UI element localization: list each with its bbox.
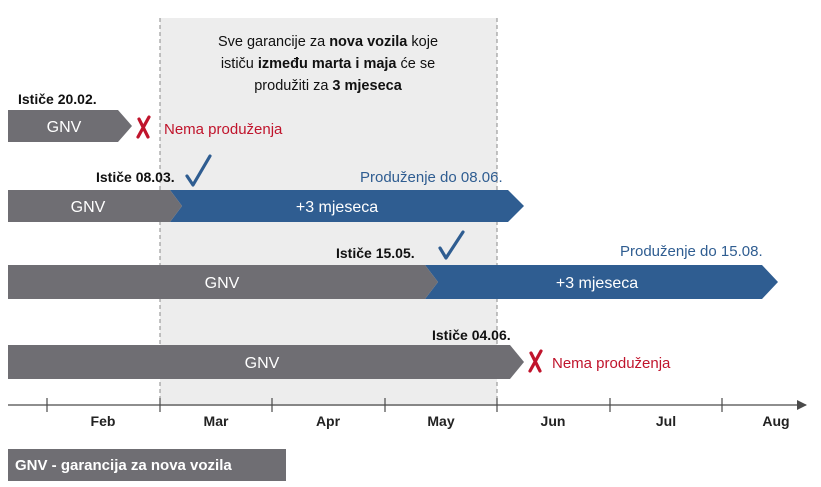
note-line1-bold: nova vozila — [329, 34, 408, 50]
gnv-label: GNV — [205, 275, 240, 292]
gnv-label: GNV — [71, 199, 106, 216]
axis-ticks — [46, 398, 723, 412]
gnv-label: GNV — [47, 119, 82, 136]
extension-bar — [170, 190, 524, 222]
legend-text: GNV - garancija za nova vozila — [15, 457, 232, 474]
red-x-icon — [136, 115, 151, 139]
note-line3-bold: 3 mjeseca — [332, 78, 402, 94]
legend-box — [8, 449, 286, 481]
gnv-label: GNV — [245, 355, 280, 372]
blue-check-icon — [185, 154, 212, 187]
red-x-icon — [528, 349, 543, 373]
outcome-text: Nema produženja — [552, 355, 671, 372]
note-line2-bold: između marta i maja — [258, 56, 398, 72]
extension-label: +3 mjeseca — [296, 199, 378, 216]
month-label: May — [427, 413, 454, 429]
expiry-label: Ističe 20.02. — [18, 91, 97, 107]
time-axis: Feb Mar Apr May Jun Jul Aug — [8, 398, 807, 429]
expiry-label: Ističe 08.03. — [96, 169, 175, 185]
legend: GNV - garancija za nova vozila — [8, 449, 286, 481]
note-line1-post: koje — [407, 34, 438, 50]
row-1: Ističe 20.02. GNV Nema produženja — [8, 91, 283, 142]
gnv-bar — [8, 345, 524, 379]
extension-note: Sve garancije za nova vozila koje ističu… — [218, 34, 438, 94]
expiry-label: Ističe 15.05. — [336, 245, 415, 261]
outcome-text: Produženje do 15.08. — [620, 243, 763, 260]
gnv-bar — [8, 265, 438, 299]
note-line2-post: će se — [397, 56, 436, 72]
month-label: Feb — [91, 413, 116, 429]
note-line2-pre: ističu — [221, 56, 258, 72]
month-label: Aug — [762, 413, 789, 429]
month-label: Jun — [541, 413, 566, 429]
extension-bar — [425, 265, 778, 299]
month-label: Jul — [656, 413, 676, 429]
note-line3-pre: produžiti za — [254, 78, 332, 94]
month-label: Apr — [316, 413, 341, 429]
outcome-text: Produženje do 08.06. — [360, 169, 503, 186]
outcome-text: Nema produženja — [164, 121, 283, 138]
note-line1-pre: Sve garancije za — [218, 34, 329, 50]
row-3: Ističe 15.05. Produženje do 15.08. GNV +… — [8, 230, 778, 299]
blue-check-icon — [438, 230, 465, 260]
svg-text:Sve garancije za nova vozila k: Sve garancije za nova vozila koje — [218, 34, 438, 50]
row-2: Ističe 08.03. Produženje do 08.06. GNV +… — [8, 154, 524, 222]
extension-label: +3 mjeseca — [556, 275, 638, 292]
expiry-label: Ističe 04.06. — [432, 327, 511, 343]
gnv-bar — [8, 190, 182, 222]
svg-text:ističu između marta i maja će: ističu između marta i maja će se — [221, 56, 435, 72]
svg-text:produžiti za 3 mjeseca: produžiti za 3 mjeseca — [254, 78, 402, 94]
row-4: Ističe 04.06. GNV Nema produženja — [8, 327, 671, 379]
month-label: Mar — [204, 413, 229, 429]
gnv-bar — [8, 110, 132, 142]
